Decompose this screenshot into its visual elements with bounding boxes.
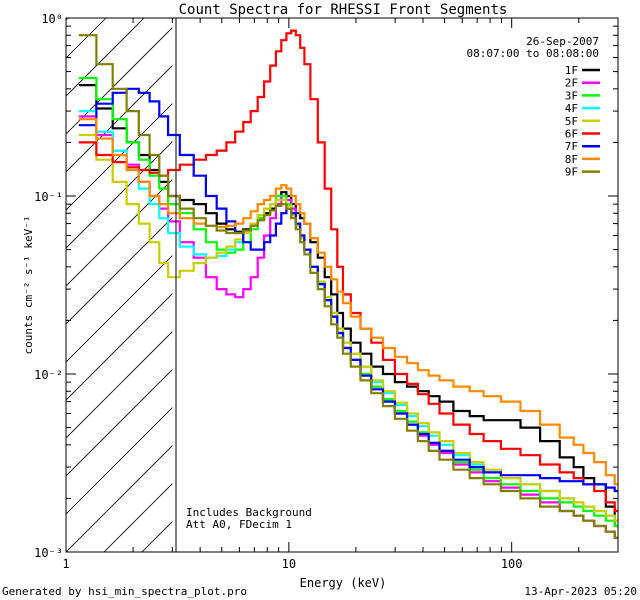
annotation-attenuator: Att A0, FDecim 1 [186, 518, 292, 531]
x-tick-label: 100 [501, 557, 523, 571]
legend-label-7F: 7F [565, 140, 578, 153]
y-tick-label: 10⁻³ [34, 546, 63, 560]
legend-label-4F: 4F [565, 102, 578, 115]
legend-label-2F: 2F [565, 77, 578, 90]
legend-label-9F: 9F [565, 166, 578, 179]
hatch-line [66, 27, 173, 135]
plot-frame [65, 17, 619, 553]
generated-by-label: Generated by hsi_min_spectra_plot.pro [2, 585, 247, 598]
hatch-line [66, 369, 173, 477]
y-tick-label: 10⁰ [41, 12, 63, 26]
y-axis-label: counts cm⁻² s⁻¹ keV⁻¹ [22, 215, 35, 354]
legend-label-6F: 6F [565, 128, 578, 141]
series-9F-line [78, 34, 618, 539]
time-range-label: 08:07:00 to 08:08:00 [467, 47, 599, 60]
series-1F-line [78, 84, 618, 528]
y-tick-label: 10⁻¹ [34, 190, 63, 204]
legend-label-5F: 5F [565, 115, 578, 128]
x-axis-label: Energy (keV) [300, 576, 387, 590]
date-label: 26-Sep-2007 [526, 35, 599, 48]
axis-ticks: 1 10 100 10⁰ 10⁻¹ 10⁻² 10⁻³ [34, 12, 619, 571]
hatch-line [66, 179, 173, 287]
x-tick-label: 1 [62, 557, 69, 571]
hatch-line [66, 445, 173, 552]
timestamp-label: 13-Apr-2023 05:20 [524, 585, 637, 598]
hatch-line [66, 103, 173, 211]
series-layer [78, 29, 618, 539]
legend-label-1F: 1F [565, 64, 578, 77]
chart-title: Count Spectra for RHESSI Front Segments [179, 2, 508, 18]
x-tick-label: 10 [282, 557, 296, 571]
hatch-line [66, 217, 173, 325]
y-tick-label: 10⁻² [34, 368, 63, 382]
annotation-background: Includes Background [186, 506, 312, 519]
hatch-line [66, 407, 173, 515]
hatch-line [66, 65, 173, 173]
legend-label-3F: 3F [565, 89, 578, 102]
series-8F-line [78, 118, 618, 486]
excluded-region-hatch [66, 18, 173, 552]
legend-label-8F: 8F [565, 153, 578, 166]
hatch-line [66, 255, 173, 363]
